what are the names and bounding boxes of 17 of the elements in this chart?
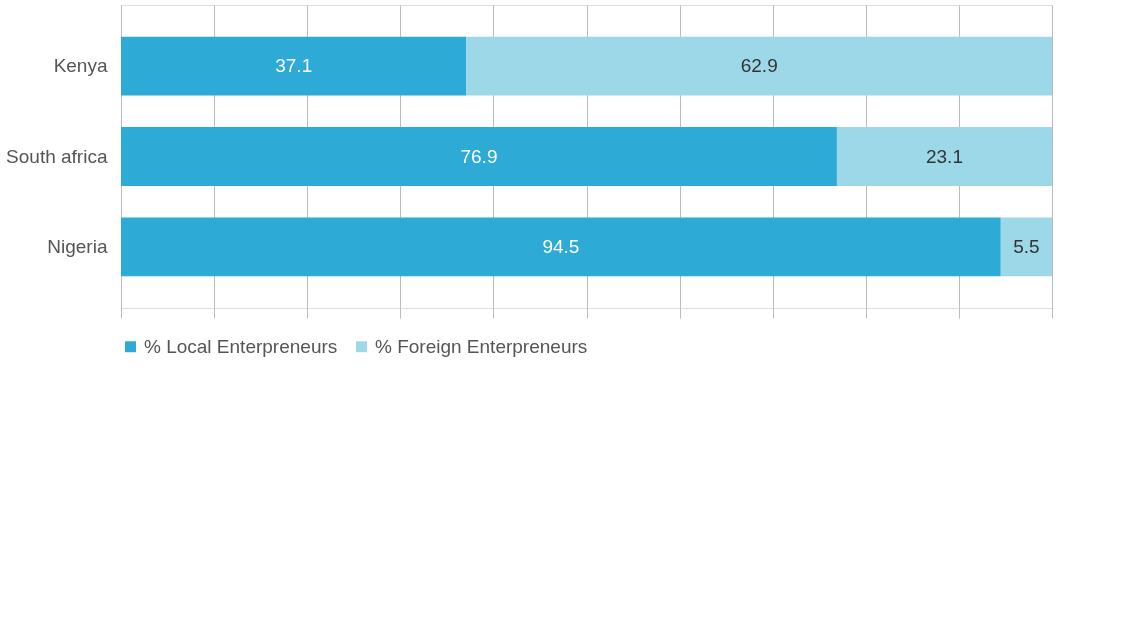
data-label: 37.1 bbox=[275, 55, 313, 77]
bar bbox=[836, 127, 1052, 186]
data-label: 94.5 bbox=[542, 235, 580, 257]
y-tick-label: Kenya bbox=[53, 55, 108, 77]
bar bbox=[466, 36, 1052, 96]
legend-label: % Foreign Enterpreneurs bbox=[375, 335, 588, 357]
legend-label: % Local Enterpreneurs bbox=[144, 335, 338, 357]
data-label: 76.9 bbox=[460, 145, 498, 167]
bar bbox=[1000, 217, 1052, 277]
y-tick-label: South africa bbox=[6, 145, 108, 167]
data-label: 5.5 bbox=[1013, 235, 1040, 257]
bar bbox=[121, 217, 1001, 277]
y-tick-label: Nigeria bbox=[47, 235, 108, 257]
bar bbox=[121, 36, 467, 96]
data-label: 62.9 bbox=[740, 55, 778, 77]
bar bbox=[121, 127, 837, 186]
data-label: 23.1 bbox=[925, 145, 963, 167]
